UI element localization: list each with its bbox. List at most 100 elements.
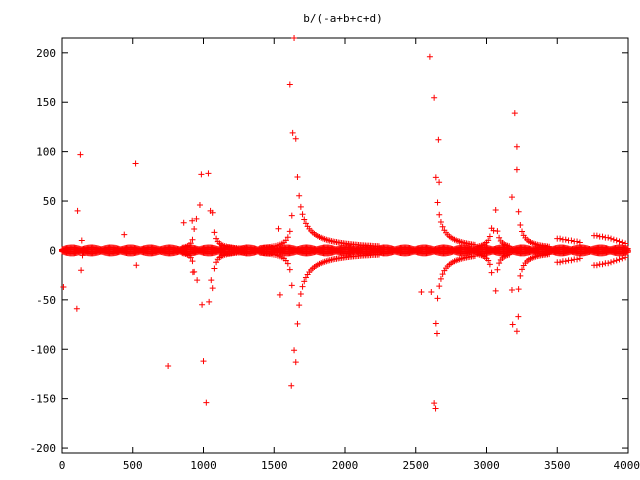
data-point xyxy=(286,228,293,235)
data-point xyxy=(284,234,291,241)
data-point xyxy=(613,237,620,244)
data-point xyxy=(199,301,206,308)
data-point xyxy=(436,211,443,218)
data-point xyxy=(211,265,218,272)
data-point xyxy=(517,272,524,279)
data-point xyxy=(557,235,564,242)
data-point xyxy=(437,218,444,225)
data-point xyxy=(562,236,569,243)
data-point xyxy=(294,174,301,181)
x-tick-label: 0 xyxy=(59,459,66,472)
data-point xyxy=(299,283,306,290)
data-point xyxy=(486,233,493,240)
data-point xyxy=(568,237,575,244)
data-point xyxy=(74,207,81,214)
data-point xyxy=(610,258,617,265)
data-point xyxy=(426,53,433,60)
data-point xyxy=(211,229,218,236)
data-point xyxy=(297,203,304,210)
data-point xyxy=(610,236,617,243)
data-point xyxy=(292,359,299,366)
data-point xyxy=(506,243,513,250)
y-tick-label: 0 xyxy=(49,244,56,257)
data-point xyxy=(193,215,200,222)
data-point xyxy=(60,284,67,290)
data-point xyxy=(206,298,213,305)
data-point xyxy=(200,358,207,365)
data-point xyxy=(492,287,499,294)
data-point xyxy=(189,236,196,243)
data-point xyxy=(436,283,443,290)
y-tick-label: 150 xyxy=(36,96,56,109)
data-point xyxy=(490,227,497,234)
data-point xyxy=(301,216,308,223)
data-point xyxy=(431,400,438,407)
data-point xyxy=(515,208,522,215)
data-point xyxy=(375,243,382,250)
x-tick-label: 1000 xyxy=(190,459,217,472)
data-point xyxy=(432,320,439,327)
data-point xyxy=(486,261,493,268)
data-point xyxy=(203,399,210,406)
x-tick-label: 2000 xyxy=(332,459,359,472)
data-point xyxy=(605,234,612,241)
data-point xyxy=(485,237,492,244)
data-point xyxy=(289,129,296,136)
x-tick-label: 500 xyxy=(123,459,143,472)
chart-title: b/(-a+b+c+d) xyxy=(303,12,382,25)
y-tick-label: -100 xyxy=(30,343,57,356)
data-point xyxy=(286,266,293,273)
data-point xyxy=(599,261,606,268)
x-tick-label: 2500 xyxy=(403,459,430,472)
data-point xyxy=(613,257,620,264)
data-point xyxy=(622,254,629,261)
data-point xyxy=(275,225,282,232)
data-point xyxy=(208,277,215,284)
data-point xyxy=(292,135,299,142)
data-point xyxy=(434,295,441,302)
data-point xyxy=(509,321,516,328)
data-point xyxy=(574,256,581,263)
data-point xyxy=(515,286,522,293)
data-point xyxy=(209,285,216,292)
data-point xyxy=(432,174,439,181)
data-point xyxy=(189,217,196,224)
data-point xyxy=(513,328,520,335)
data-point xyxy=(73,305,80,312)
data-point xyxy=(576,255,583,262)
data-point xyxy=(121,231,128,238)
data-point xyxy=(207,207,214,214)
data-point xyxy=(506,251,513,258)
data-point xyxy=(180,219,187,226)
data-point xyxy=(196,201,203,208)
y-tick-label: -200 xyxy=(30,442,57,455)
data-point xyxy=(213,235,220,242)
data-point xyxy=(434,199,441,206)
data-point xyxy=(513,143,520,150)
data-point xyxy=(515,313,522,320)
data-point xyxy=(241,249,248,256)
data-point xyxy=(608,259,615,266)
data-point xyxy=(576,239,583,246)
y-tick-label: -50 xyxy=(36,294,56,307)
x-axis: 0 500 1000 1500 2000 2500 3000 3500 4000 xyxy=(59,38,640,472)
y-axis: -200 -150 -100 -50 0 50 100 150 200 xyxy=(30,47,628,455)
data-point xyxy=(296,192,303,199)
data-point xyxy=(519,266,526,273)
data-point xyxy=(428,288,435,295)
data-point xyxy=(605,260,612,267)
data-point xyxy=(189,269,196,276)
data-point xyxy=(439,271,446,278)
data-point xyxy=(79,252,86,259)
data-points xyxy=(59,35,631,412)
data-point xyxy=(496,234,503,241)
data-point xyxy=(511,110,518,117)
y-tick-label: 200 xyxy=(36,47,56,60)
data-point xyxy=(133,262,140,269)
data-point xyxy=(282,257,289,264)
x-tick-label: 3500 xyxy=(544,459,571,472)
data-point xyxy=(302,274,309,281)
data-point xyxy=(282,237,289,244)
data-point xyxy=(485,257,492,264)
